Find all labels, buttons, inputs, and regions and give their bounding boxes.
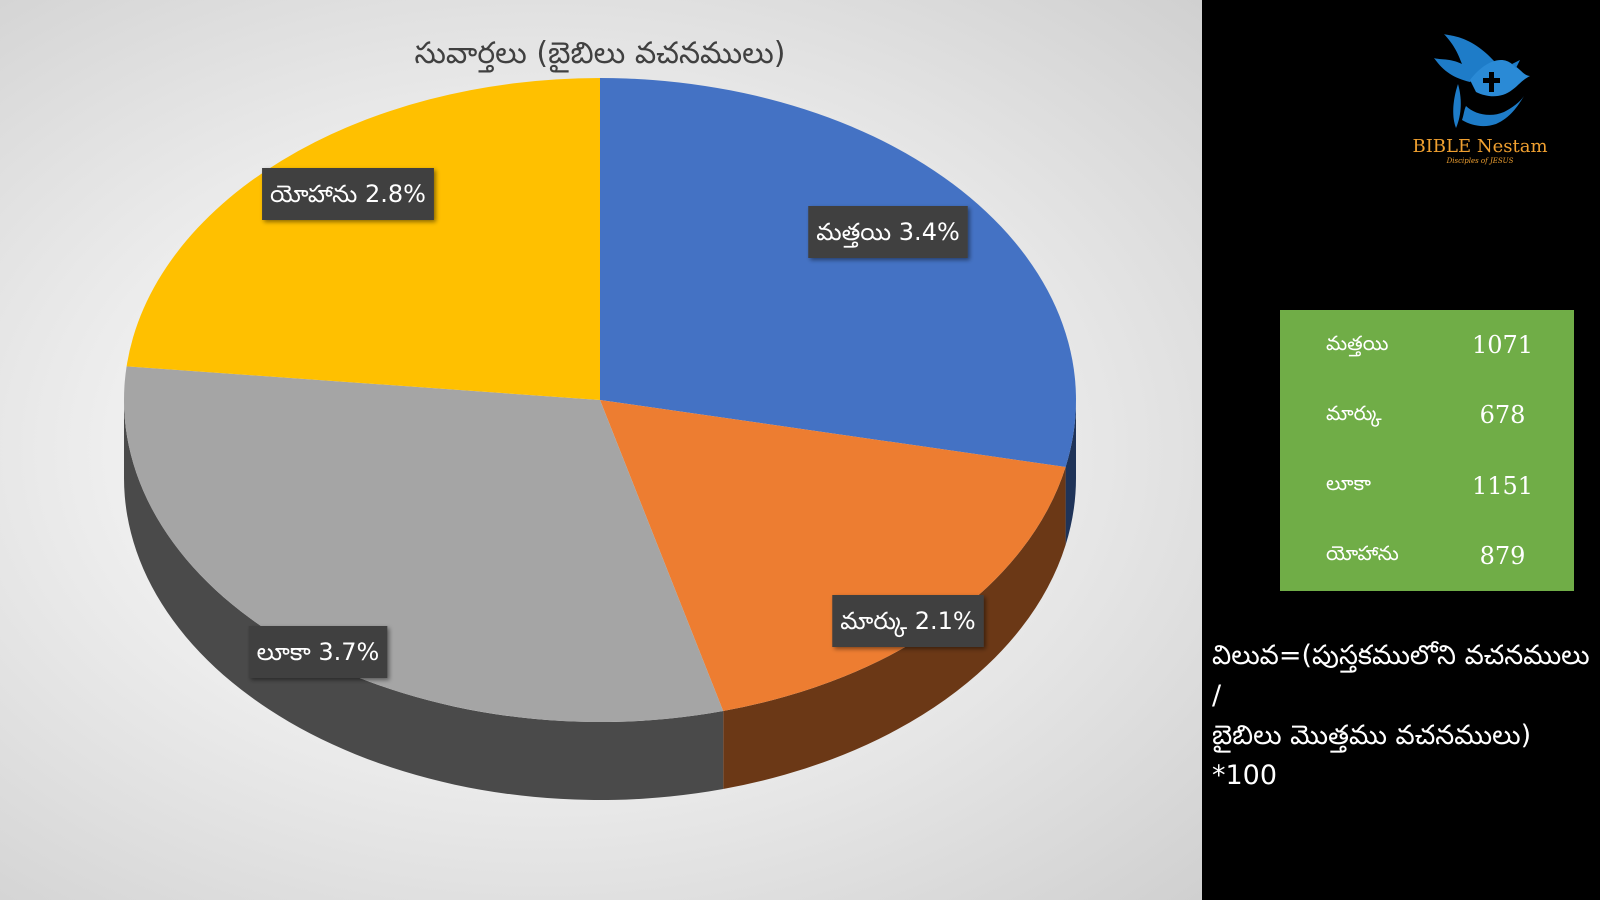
pie-slice [600,78,1076,467]
pie-data-label: లూకా 3.7% [248,626,388,678]
data-label-box [832,595,984,647]
table-cell-verses: 678 [1479,401,1526,430]
dove-cross-hand-icon [1434,34,1530,128]
pie-data-label: యోహాను 2.8% [262,168,434,220]
data-label-text: మత్తయి 3.4% [816,218,960,248]
table-row: మత్తయి 1071 [1280,310,1574,380]
data-label-box [262,168,434,220]
logo-name: BIBLE Nestam [1412,136,1548,157]
verse-count-table: మత్తయి 1071 మార్కు 678 లూకా 1151 యోహాను … [1280,310,1574,591]
table-row: మార్కు 678 [1280,380,1574,450]
table-row: లూకా 1151 [1280,451,1574,521]
pie-data-label: మత్తయి 3.4% [808,206,968,258]
table-cell-book: మార్కు [1326,400,1382,425]
pie-slice [126,78,600,400]
pie-slice-side [1065,400,1076,545]
formula-line: విలువ=(పుస్తకములోని వచనములు / [1212,640,1590,711]
table-cell-book: లూకా [1326,471,1372,496]
table-cell-book: మత్తయి [1326,330,1389,355]
chart-panel: మత్తయి 3.4% మార్కు 2.1% లూకా 3.7% యోహాను 2.… [0,0,1202,900]
pie-data-label: మార్కు 2.1% [832,595,984,647]
pie-slice-side [723,466,1066,790]
table-cell-verses: 1071 [1471,331,1534,360]
pie-chart: మత్తయి 3.4% మార్కు 2.1% లూకా 3.7% యోహాను 2.… [124,36,1076,800]
pie-slice-side [124,400,724,800]
chart-title: సువార్తలు (బైబిలు వచనములు) [414,36,785,73]
data-label-text: మార్కు 2.1% [840,607,975,638]
formula-text: విలువ=(పుస్తకములోని వచనములు / బైబిలు మొత… [1212,636,1600,796]
table-cell-book: యోహాను [1326,541,1399,566]
data-label-box [808,206,968,258]
logo-tagline: Disciples of JESUS [1446,157,1514,165]
data-label-box [248,626,388,678]
table-row: యోహాను 879 [1280,521,1574,591]
pie-slice [600,400,1066,712]
data-label-text: లూకా 3.7% [257,638,380,666]
table-cell-verses: 879 [1479,541,1526,570]
table-cell-verses: 1151 [1471,471,1534,500]
formula-line: బైబిలు మొత్తము వచనములు) *100 [1212,720,1532,791]
data-label-text: యోహాను 2.8% [270,180,426,208]
